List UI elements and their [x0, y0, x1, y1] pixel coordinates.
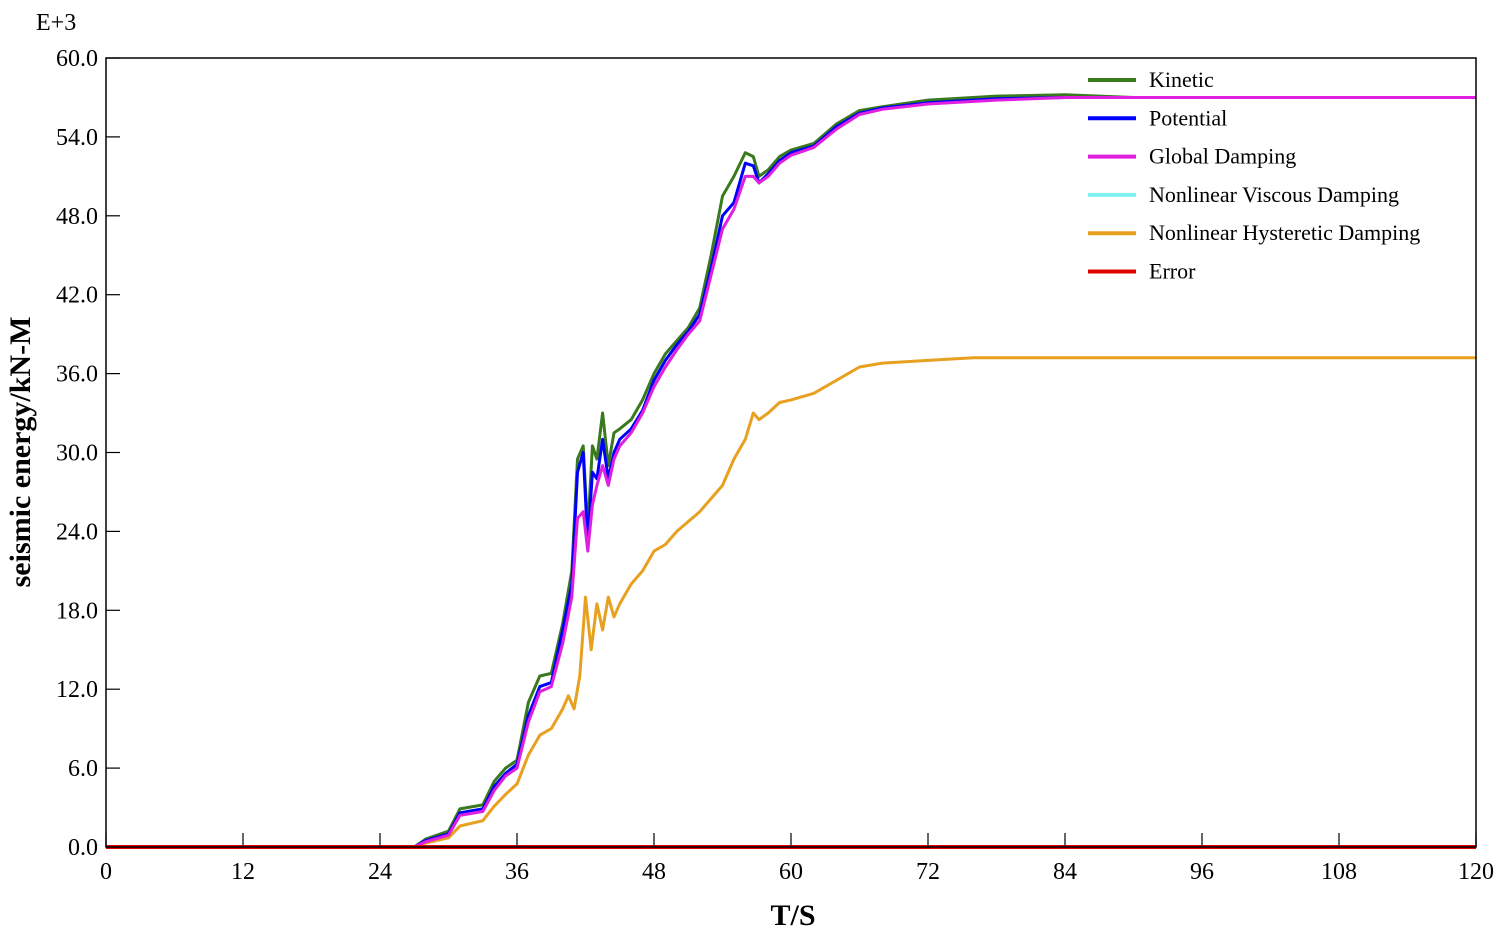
x-tick-label: 72 — [916, 859, 940, 885]
x-axis-title: T/S — [770, 899, 815, 932]
legend-label-global-damping: Global Damping — [1149, 144, 1296, 169]
legend-label-potential: Potential — [1149, 105, 1227, 130]
x-tick-label: 12 — [231, 859, 255, 885]
legend-label-kinetic: Kinetic — [1149, 67, 1214, 92]
series-layer — [106, 93, 1476, 849]
x-tick-label: 96 — [1190, 859, 1214, 885]
y-axis-ticks: 0.0 6.0 12.0 18.0 24.0 30.0 36.0 42.0 48.0 54.0 60… — [56, 46, 120, 861]
legend-label-nonlinear-hysteretic-damping: Nonlinear Hysteretic Damping — [1149, 220, 1420, 245]
legend: Kinetic Potential Global Damping Nonlinear … — [1088, 67, 1420, 284]
x-tick-label: 120 — [1458, 859, 1494, 885]
y-tick-label: 42.0 — [56, 283, 98, 309]
legend-label-error: Error — [1149, 259, 1196, 284]
series-line-kinetic — [106, 93, 1476, 849]
x-tick-label: 84 — [1053, 859, 1077, 885]
y-tick-label: 12.0 — [56, 677, 98, 703]
x-tick-label: 60 — [779, 859, 803, 885]
y-exponent-label: E+3 — [36, 10, 76, 36]
x-tick-label: 108 — [1321, 859, 1357, 885]
series-line-potential — [106, 96, 1476, 849]
legend-label-nonlinear-viscous-damping: Nonlinear Viscous Damping — [1149, 182, 1399, 207]
y-tick-label: 0.0 — [68, 835, 98, 861]
y-tick-label: 60.0 — [56, 46, 98, 72]
plot-frame — [105, 57, 1477, 848]
x-axis-ticks: 0 12 24 36 48 60 72 84 96 108 120 — [100, 833, 1494, 885]
series-line-nonlinear-hysteretic-damping — [106, 356, 1476, 849]
y-tick-label: 54.0 — [56, 125, 98, 151]
y-tick-label: 48.0 — [56, 204, 98, 230]
y-tick-label: 36.0 — [56, 362, 98, 388]
series-line-global-damping — [106, 96, 1476, 849]
y-axis-title: seismic energy/kN-M — [4, 317, 37, 588]
y-tick-label: 24.0 — [56, 519, 98, 545]
x-tick-label: 24 — [368, 859, 392, 885]
x-tick-label: 36 — [505, 859, 529, 885]
y-tick-label: 18.0 — [56, 598, 98, 624]
y-tick-label: 30.0 — [56, 441, 98, 467]
x-tick-label: 0 — [100, 859, 112, 885]
x-tick-label: 48 — [642, 859, 666, 885]
y-tick-label: 6.0 — [68, 756, 98, 782]
